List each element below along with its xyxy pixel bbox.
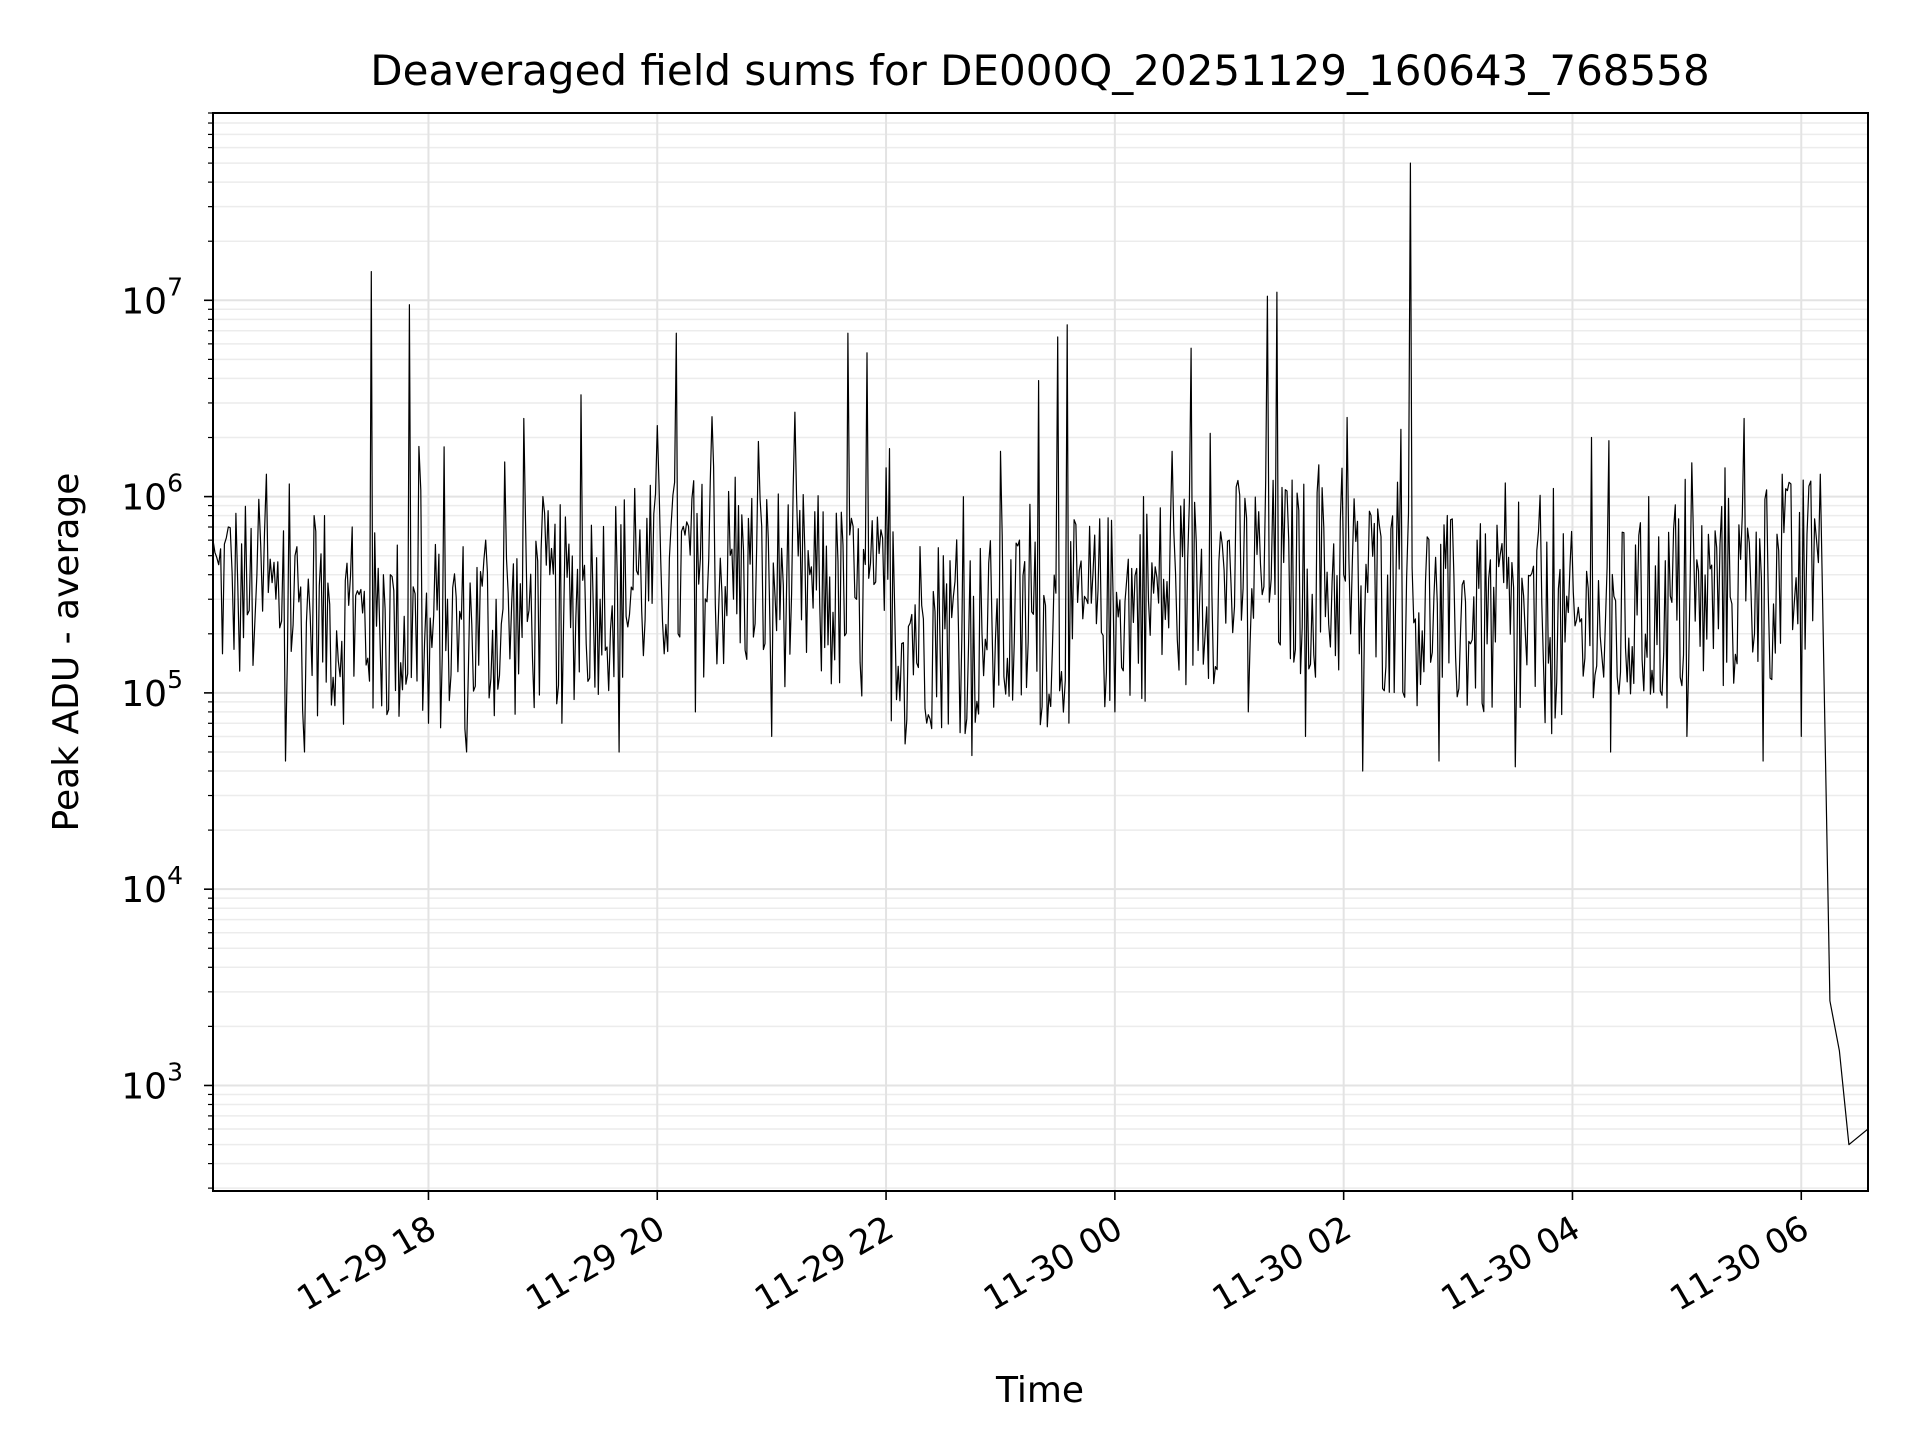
y-tick-label-exponent: 5 (167, 665, 183, 694)
y-tick-label-base: 10 (121, 281, 167, 322)
y-tick-label-base: 10 (121, 870, 167, 911)
plot-frame (212, 112, 1869, 1192)
x-tick-label: 11-29 18 (291, 1208, 443, 1319)
y-tick-label: 105 (121, 665, 183, 715)
y-tick-label-base: 10 (121, 478, 167, 519)
y-tick-label-exponent: 7 (167, 272, 183, 301)
y-tick-label: 107 (121, 272, 183, 322)
y-tick-label-base: 10 (121, 1066, 167, 1107)
x-tick-label: 11-29 20 (519, 1208, 671, 1319)
x-tick-label: 11-30 06 (1663, 1208, 1815, 1319)
y-tick-label: 104 (121, 861, 183, 911)
x-tick-label: 11-30 02 (1206, 1208, 1358, 1319)
series-layer (213, 162, 1868, 1146)
ticks (204, 112, 1803, 1200)
y-axis-label: Peak ADU - average (46, 473, 87, 832)
x-tick-label: 11-29 22 (748, 1208, 900, 1319)
series-line (213, 162, 1868, 1146)
y-tick-label-base: 10 (121, 674, 167, 715)
chart-title: Deaveraged field sums for DE000Q_2025112… (370, 46, 1709, 95)
x-tick-labels: 11-29 18 11-29 20 11-29 22 11-30 00 11-30 02… (291, 1208, 1816, 1319)
x-axis-label: Time (995, 1370, 1084, 1411)
y-tick-label: 106 (121, 469, 183, 519)
y-tick-label-exponent: 3 (167, 1057, 183, 1086)
x-tick-label: 11-30 04 (1435, 1208, 1587, 1319)
y-tick-label-exponent: 4 (167, 861, 183, 890)
y-tick-label-exponent: 6 (167, 469, 183, 498)
x-tick-label: 11-30 00 (977, 1208, 1129, 1319)
y-tick-label: 103 (121, 1057, 183, 1107)
